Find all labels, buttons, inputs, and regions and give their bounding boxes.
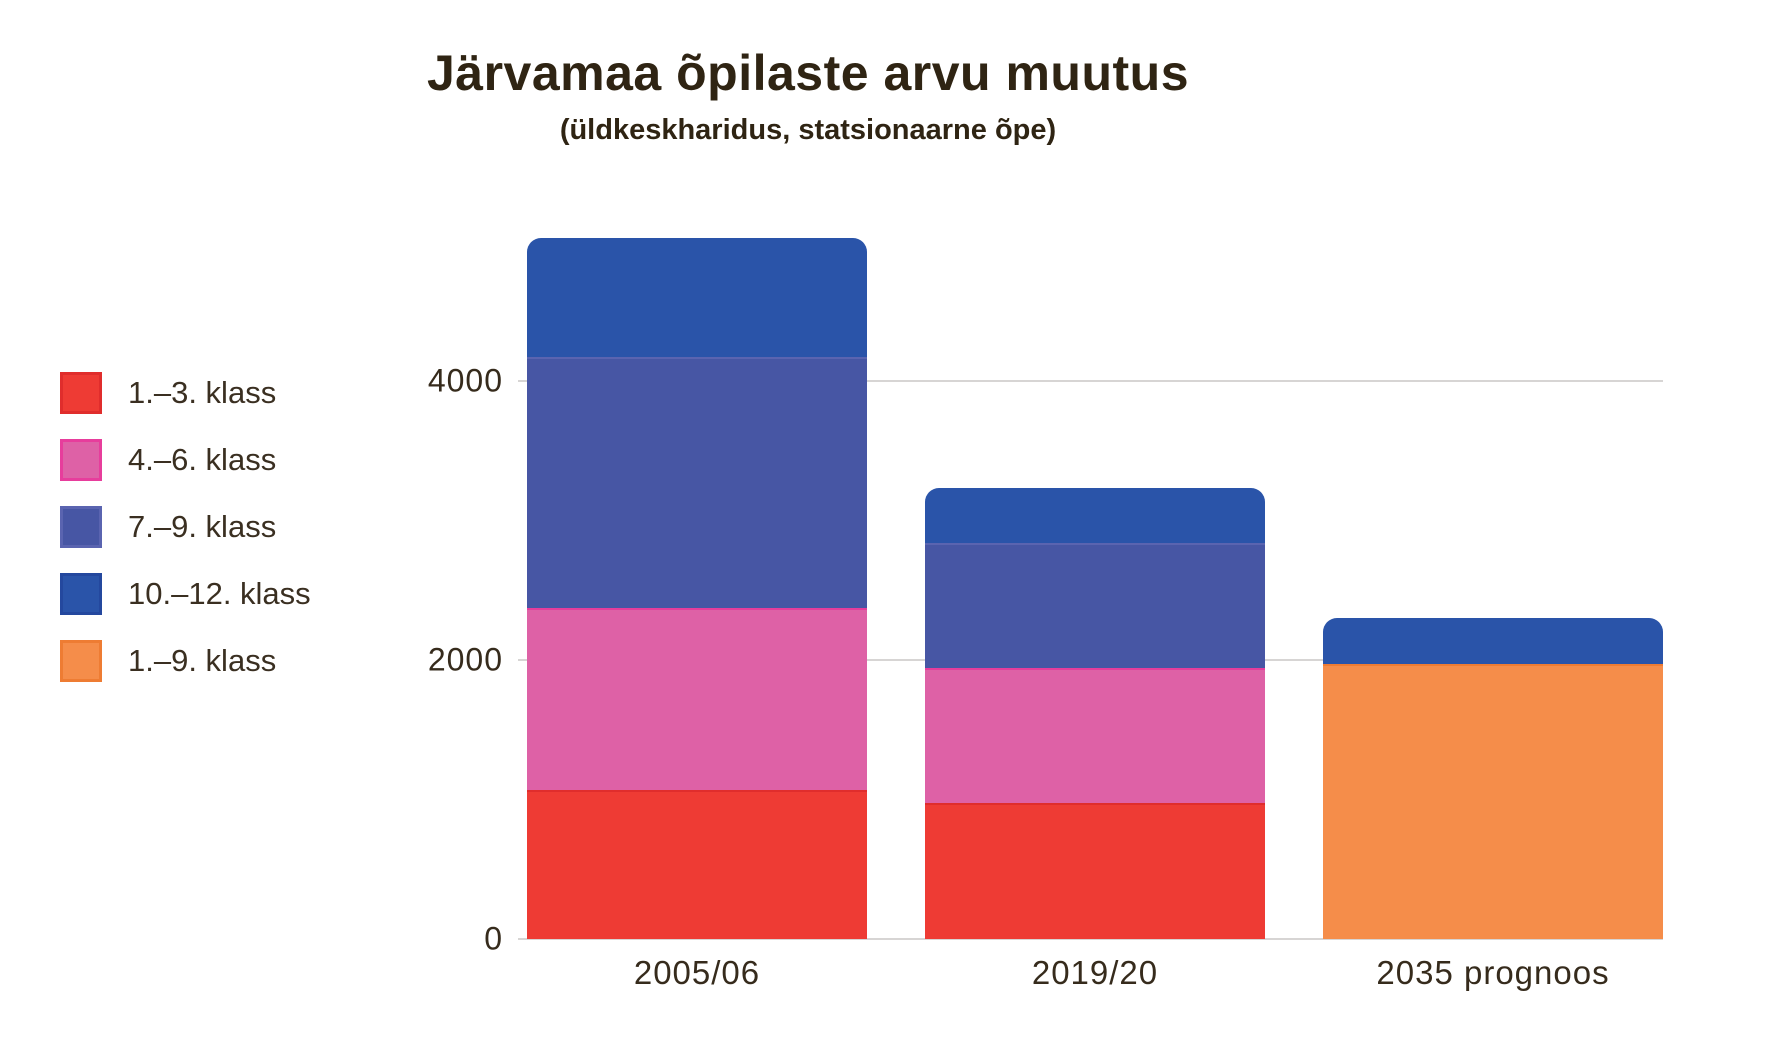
legend-item: 1.–9. klass	[60, 640, 311, 682]
legend-label: 4.–6. klass	[128, 442, 277, 477]
bar-segment	[925, 487, 1265, 543]
legend-swatch-icon	[60, 573, 102, 615]
bar-segment	[925, 542, 1265, 668]
legend-label: 1.–3. klass	[128, 375, 277, 410]
legend: 1.–3. klass 4.–6. klass 7.–9. klass 10.–12.…	[60, 372, 311, 707]
legend-label: 7.–9. klass	[128, 509, 277, 544]
legend-item: 1.–3. klass	[60, 372, 311, 414]
legend-swatch-icon	[60, 439, 102, 481]
x-axis-label: 2019/20	[1031, 954, 1159, 991]
legend-item: 10.–12. klass	[60, 573, 311, 615]
y-axis-tick-label: 4000	[427, 362, 503, 399]
gridline	[518, 938, 1663, 940]
legend-swatch-icon	[60, 506, 102, 548]
legend-label: 1.–9. klass	[128, 643, 277, 678]
bar-segment	[527, 608, 867, 790]
stacked-bar-2005-06	[527, 238, 867, 939]
bar-segment	[527, 357, 867, 609]
x-axis-label: 2035 prognoos	[1376, 954, 1610, 991]
bar-segment	[925, 803, 1265, 939]
legend-label: 10.–12. klass	[128, 576, 311, 611]
y-axis-tick-label: 2000	[427, 641, 503, 678]
chart-title: Järvamaa õpilaste arvu muutus	[426, 45, 1190, 101]
gridline	[518, 380, 1663, 382]
y-axis-tick-label: 0	[484, 920, 503, 957]
legend-item: 4.–6. klass	[60, 439, 311, 481]
chart-subtitle: (üldkeskharidus, statsionaarne õpe)	[559, 114, 1057, 146]
stacked-bar-2019-20	[925, 487, 1265, 939]
bar-segment	[925, 667, 1265, 803]
bar-segment	[527, 789, 867, 939]
bar-segment	[1323, 618, 1663, 665]
bar-segment	[1323, 664, 1663, 939]
legend-item: 7.–9. klass	[60, 506, 311, 548]
legend-swatch-icon	[60, 372, 102, 414]
x-axis-label: 2005/06	[633, 954, 761, 991]
stacked-bar-2035-prognoos	[1323, 618, 1663, 939]
bar-segment	[527, 238, 867, 358]
legend-swatch-icon	[60, 640, 102, 682]
